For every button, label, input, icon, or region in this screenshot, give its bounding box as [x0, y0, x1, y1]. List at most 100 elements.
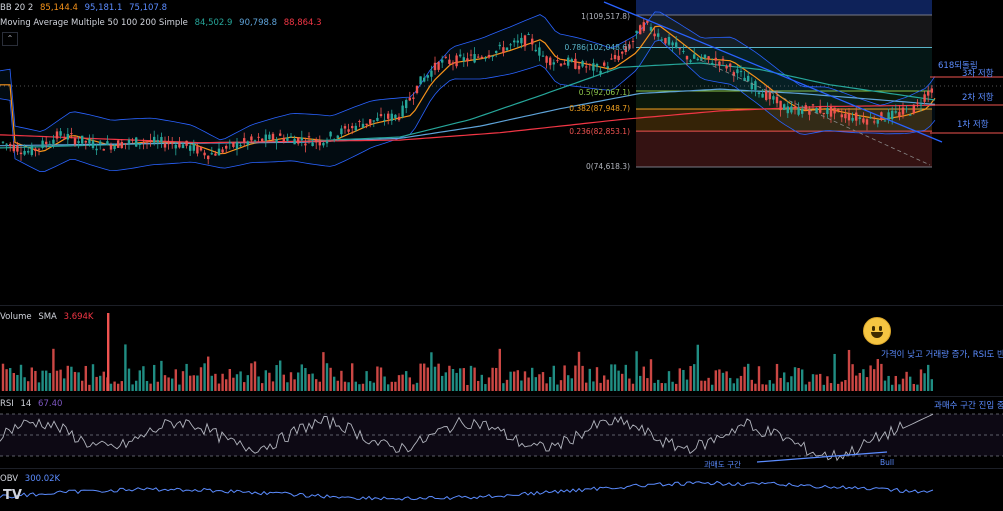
- volume-bar: [833, 353, 836, 391]
- candle-body: [541, 55, 545, 57]
- fib-label-0: 0(74,618.3): [585, 162, 630, 171]
- volume-bar: [919, 369, 923, 391]
- candle-body: [91, 140, 95, 149]
- candle-body: [675, 42, 678, 49]
- candle-body: [880, 112, 883, 121]
- candle-body: [66, 133, 69, 140]
- candle-body: [415, 85, 419, 94]
- candle-body: [660, 39, 663, 41]
- pane-divider-volume[interactable]: [0, 305, 1003, 306]
- candle-body: [628, 44, 631, 49]
- rsi-legend[interactable]: RSI 14 67.40: [0, 399, 66, 409]
- pane-divider-obv[interactable]: [0, 468, 1003, 469]
- candle-body: [149, 140, 152, 142]
- candle-body: [646, 20, 649, 23]
- volume-bar: [369, 381, 372, 391]
- candle-body: [358, 121, 361, 123]
- smiling-face-icon: [863, 317, 891, 345]
- volume-bar: [768, 380, 771, 391]
- volume-bar: [707, 377, 710, 391]
- volume-bar: [549, 376, 552, 391]
- candle-body: [829, 106, 833, 117]
- candle-body: [217, 148, 221, 156]
- candle-body: [127, 139, 131, 144]
- volume-bar: [628, 378, 631, 391]
- obv-pane: [0, 480, 934, 501]
- volume-bar: [250, 363, 253, 391]
- volume-bar: [412, 384, 415, 391]
- candle-body: [912, 104, 915, 114]
- volume-bar: [394, 381, 397, 391]
- volume-bar: [9, 368, 12, 391]
- volume-bar: [876, 359, 879, 391]
- candle-body: [106, 141, 109, 145]
- volume-bar: [505, 379, 509, 391]
- volume-bar: [563, 365, 566, 391]
- volume-note: 가격이 낮고 거래량 증가, RSI도 반: [881, 350, 1003, 360]
- volume-bar: [786, 382, 789, 391]
- candle-body: [153, 136, 156, 143]
- volume-bar: [45, 370, 48, 391]
- candle-body: [682, 50, 685, 52]
- candle-body: [887, 112, 890, 120]
- volume-bar: [721, 372, 725, 391]
- candle-body: [534, 49, 537, 52]
- volume-bar: [527, 377, 530, 391]
- volume-bar: [376, 366, 379, 391]
- volume-bar: [286, 382, 289, 391]
- collapse-legend-button[interactable]: ⌃: [2, 32, 18, 46]
- volume-bar: [804, 384, 807, 391]
- volume-bar: [282, 374, 285, 391]
- volume-bar: [646, 378, 649, 391]
- volume-bar: [480, 374, 483, 391]
- ma-legend[interactable]: Moving Average Multiple 50 100 200 Simpl…: [0, 18, 326, 28]
- candle-body: [19, 152, 23, 155]
- candle-body: [775, 96, 779, 104]
- volume-bar: [354, 381, 357, 391]
- price-candles: [1, 18, 933, 165]
- volume-bar: [34, 370, 37, 391]
- candle-body: [873, 121, 876, 123]
- volume-bar: [631, 383, 635, 391]
- volume-bar: [239, 371, 242, 391]
- candle-body: [34, 148, 37, 152]
- volume-bar: [361, 383, 365, 391]
- volume-bar: [160, 360, 163, 391]
- volume-bar: [268, 372, 271, 391]
- volume-bar: [199, 367, 203, 391]
- candle-body: [819, 106, 822, 113]
- volume-bar: [153, 364, 156, 391]
- rsi-note: 과매수 구간 진입 중: [934, 401, 1003, 411]
- volume-bar: [66, 365, 69, 391]
- volume-sma-value: 3.694K: [63, 312, 94, 322]
- volume-bar: [538, 374, 541, 391]
- volume-bar: [793, 367, 797, 391]
- volume-bar: [63, 378, 66, 391]
- candle-body: [390, 113, 393, 121]
- volume-bar: [246, 375, 249, 391]
- obv-legend[interactable]: OBV 300.02K: [0, 474, 64, 484]
- volume-bar: [714, 370, 717, 391]
- candle-body: [700, 57, 703, 60]
- candle-body: [718, 61, 721, 66]
- volume-bar: [869, 365, 872, 391]
- candle-body: [595, 64, 599, 67]
- candle-body: [901, 107, 905, 115]
- candle-body: [509, 44, 512, 46]
- candle-body: [221, 149, 224, 153]
- volume-bar: [77, 372, 80, 391]
- volume-legend[interactable]: Volume SMA 3.694K: [0, 312, 98, 322]
- candle-body: [5, 143, 8, 145]
- candle-body: [185, 140, 188, 146]
- volume-bar: [225, 379, 228, 391]
- bb-legend[interactable]: BB 20 2 85,144.4 95,181.1 75,107.8: [0, 3, 171, 13]
- volume-bar: [700, 380, 703, 391]
- candle-body: [588, 63, 591, 66]
- pane-divider-rsi[interactable]: [0, 396, 1003, 397]
- volume-bar: [815, 374, 818, 391]
- volume-bar: [873, 369, 876, 391]
- volume-bar: [649, 359, 653, 391]
- volume-bar: [678, 368, 681, 391]
- candle-body: [653, 33, 656, 37]
